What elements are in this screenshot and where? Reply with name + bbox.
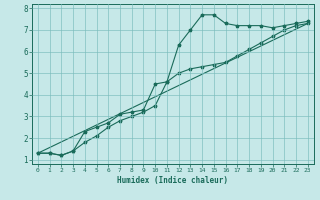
- X-axis label: Humidex (Indice chaleur): Humidex (Indice chaleur): [117, 176, 228, 185]
